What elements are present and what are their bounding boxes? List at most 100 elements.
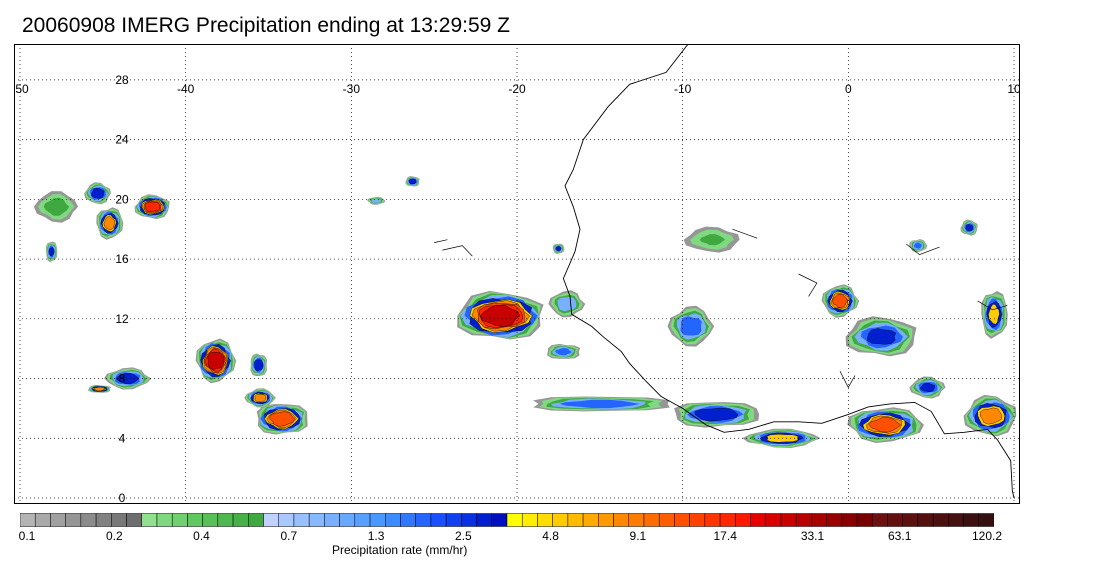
coast-detail bbox=[442, 245, 473, 257]
colorbar-swatch bbox=[506, 513, 523, 527]
rain-cell bbox=[88, 384, 111, 393]
colorbar-swatch bbox=[20, 513, 36, 527]
rain-contour bbox=[409, 178, 417, 185]
rain-cell bbox=[104, 367, 152, 390]
colorbar-swatch bbox=[613, 513, 630, 527]
colorbar-swatch bbox=[841, 513, 858, 527]
rain-cell bbox=[405, 176, 420, 187]
lon-tick-label: -20 bbox=[508, 82, 526, 96]
colorbar-label: 0.7 bbox=[280, 529, 298, 543]
colorbar-label: 0.1 bbox=[18, 529, 36, 543]
colorbar-swatch bbox=[126, 513, 142, 527]
rain-cell bbox=[963, 394, 1017, 437]
rain-contour bbox=[145, 201, 161, 213]
rain-contour bbox=[965, 224, 973, 232]
rain-cell bbox=[195, 338, 237, 384]
colorbar-swatch bbox=[963, 513, 980, 527]
lat-tick-label: 24 bbox=[115, 133, 129, 147]
colorbar-label: 0.4 bbox=[193, 529, 210, 543]
rain-cell bbox=[909, 376, 946, 399]
colorbar-swatch bbox=[65, 513, 82, 527]
coast-detail bbox=[434, 239, 448, 243]
rain-cell bbox=[96, 207, 124, 240]
rain-cell bbox=[45, 241, 58, 263]
colorbar-swatch bbox=[521, 513, 538, 527]
colorbar-swatch bbox=[232, 513, 249, 527]
rain-cell bbox=[533, 396, 670, 412]
colorbar-swatch bbox=[811, 513, 827, 527]
colorbar-label: 120.2 bbox=[971, 529, 1003, 543]
rain-contour bbox=[48, 247, 55, 257]
coast-detail bbox=[732, 228, 758, 239]
lat-tick-label: 4 bbox=[119, 431, 126, 445]
colorbar-swatch bbox=[780, 513, 797, 527]
rain-cell bbox=[33, 191, 79, 223]
rain-contour bbox=[913, 242, 922, 249]
colorbar-swatch bbox=[202, 513, 219, 527]
colorbar-swatch bbox=[95, 513, 112, 527]
colorbar-swatch bbox=[369, 513, 386, 527]
colorbar-swatch bbox=[643, 513, 660, 527]
africa-coastline bbox=[562, 44, 1015, 499]
lon-tick-label: -50 bbox=[14, 82, 29, 96]
colorbar-swatch bbox=[765, 513, 782, 527]
colorbar-swatch bbox=[932, 513, 949, 527]
rain-contour bbox=[680, 316, 702, 336]
colorbar-swatch bbox=[872, 513, 888, 527]
colorbar-swatch bbox=[415, 513, 432, 527]
colorbar-swatch bbox=[628, 513, 645, 527]
colorbar-label: 9.1 bbox=[629, 529, 647, 543]
colorbar-swatch bbox=[978, 513, 994, 527]
rain-cell bbox=[909, 239, 927, 253]
colorbar-swatch bbox=[887, 513, 903, 527]
coast-detail bbox=[906, 243, 940, 255]
rain-contour bbox=[557, 297, 577, 312]
colorbar-swatch bbox=[293, 513, 310, 527]
coast-detail bbox=[839, 370, 856, 389]
colorbar-swatch bbox=[461, 513, 477, 527]
lat-tick-label: 8 bbox=[119, 372, 126, 386]
rain-contour bbox=[555, 348, 572, 356]
colorbar-swatch bbox=[171, 513, 188, 527]
colorbar-label: 0.2 bbox=[105, 529, 123, 543]
colorbar-label: 63.1 bbox=[888, 529, 912, 543]
colorbar-swatch bbox=[704, 513, 721, 527]
lon-tick-label: -40 bbox=[177, 82, 195, 96]
rain-contour bbox=[207, 351, 224, 370]
colorbar-swatch bbox=[795, 513, 812, 527]
rain-contour bbox=[832, 293, 848, 308]
colorbar-swatch bbox=[187, 513, 203, 527]
colorbar-swatch bbox=[902, 513, 919, 527]
rain-contour bbox=[555, 246, 562, 252]
colorbar-swatch bbox=[430, 513, 447, 527]
precipitation-map: -50 -40 -30 -20 -10 0 10 0 4 8 12 16 20 24 28 bbox=[14, 44, 1020, 504]
map-title: 20060908 IMERG Precipitation ending at 1… bbox=[22, 14, 510, 37]
colorbar-swatch bbox=[476, 513, 493, 527]
rain-contour bbox=[868, 417, 901, 433]
colorbar-label: 2.5 bbox=[455, 529, 472, 543]
rain-cell bbox=[367, 196, 386, 205]
colorbar-swatch bbox=[658, 513, 675, 527]
lat-tick-label: 12 bbox=[115, 312, 129, 326]
lon-tick-label: 10 bbox=[1007, 82, 1020, 96]
colorbar-swatch bbox=[263, 513, 279, 527]
colorbar-swatch bbox=[80, 513, 97, 527]
colorbar-swatch bbox=[917, 513, 934, 527]
rain-cell bbox=[457, 290, 544, 340]
colorbar-swatch bbox=[324, 513, 340, 527]
colorbar-label: 17.4 bbox=[713, 529, 737, 543]
lat-tick-label: 16 bbox=[115, 252, 129, 266]
colorbar-swatch bbox=[735, 513, 751, 527]
colorbar-swatch bbox=[552, 513, 569, 527]
colorbar-label: 1.3 bbox=[367, 529, 385, 543]
grid bbox=[14, 44, 1020, 504]
lat-tick-label: 28 bbox=[115, 73, 129, 87]
colorbar-swatch bbox=[826, 513, 843, 527]
rain-cell bbox=[821, 284, 860, 318]
rain-contour bbox=[93, 386, 106, 392]
rain-cell bbox=[256, 403, 308, 435]
colorbar-swatch bbox=[445, 513, 462, 527]
rain-cell bbox=[548, 290, 586, 318]
rain-contour bbox=[254, 394, 267, 402]
rain-contour bbox=[269, 411, 295, 427]
